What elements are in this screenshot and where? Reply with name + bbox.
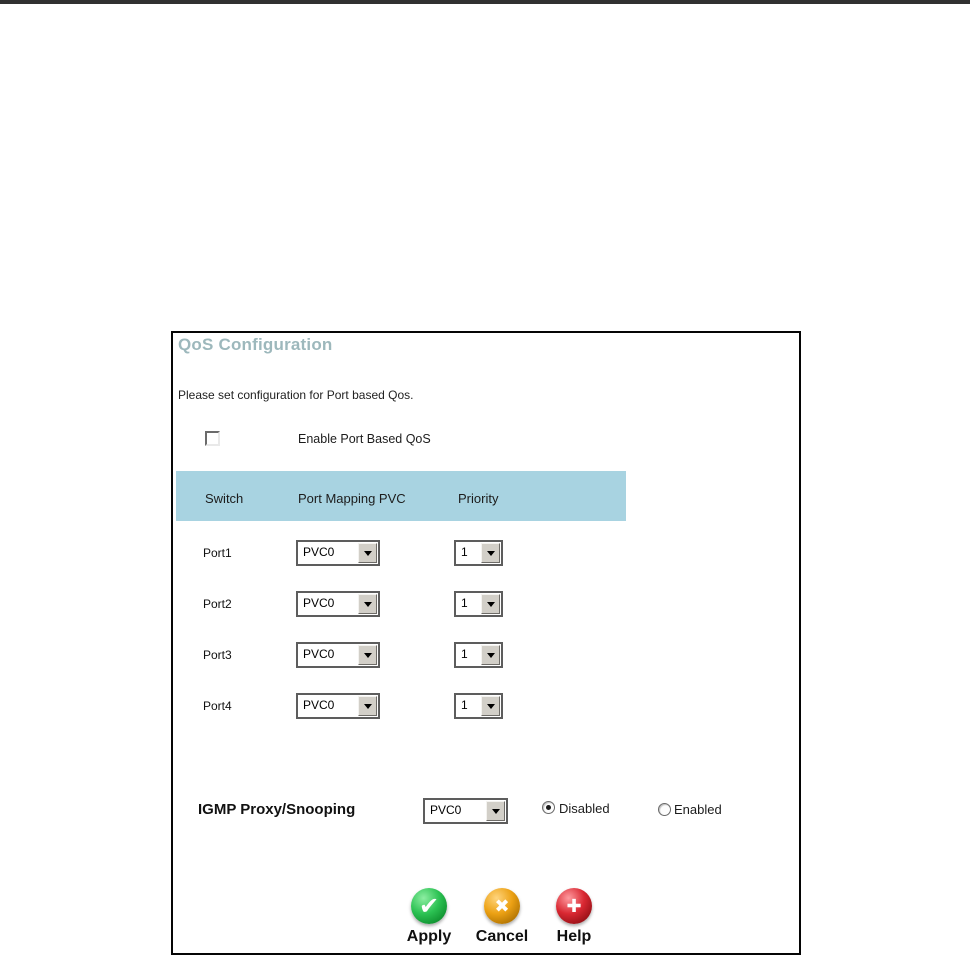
chevron-down-icon[interactable] xyxy=(358,645,377,665)
down-triangle-icon xyxy=(363,550,372,556)
table-row-port3: Port3 PVC0 1 xyxy=(173,642,799,668)
down-triangle-icon xyxy=(486,601,495,607)
port3-priority-value: 1 xyxy=(461,647,468,661)
port1-priority-select[interactable]: 1 xyxy=(454,540,503,566)
down-triangle-icon xyxy=(363,703,372,709)
igmp-disabled-radio[interactable] xyxy=(542,801,555,814)
x-circle-icon[interactable]: ✖ xyxy=(484,888,520,924)
column-header-priority: Priority xyxy=(458,491,499,506)
column-header-switch: Switch xyxy=(205,491,244,506)
apply-button-label: Apply xyxy=(406,928,452,945)
chevron-down-icon[interactable] xyxy=(358,696,377,716)
port3-priority-select[interactable]: 1 xyxy=(454,642,503,668)
port2-priority-select[interactable]: 1 xyxy=(454,591,503,617)
column-header-port-mapping-pvc: Port Mapping PVC xyxy=(298,491,406,506)
page-title: QoS Configuration xyxy=(178,335,333,354)
help-button-label: Help xyxy=(556,928,592,945)
description-text: Please set configuration for Port based … xyxy=(178,388,414,402)
table-header-row: Switch Port Mapping PVC Priority xyxy=(176,471,626,521)
port2-pvc-value: PVC0 xyxy=(303,596,335,610)
table-row-port2: Port2 PVC0 1 xyxy=(173,591,799,617)
chevron-down-icon[interactable] xyxy=(358,594,377,614)
port1-label: Port1 xyxy=(203,546,232,560)
port2-pvc-select[interactable]: PVC0 xyxy=(296,591,380,617)
cancel-button[interactable]: ✖ Cancel xyxy=(467,888,537,946)
chevron-down-icon[interactable] xyxy=(481,543,500,563)
enable-port-qos-label: Enable Port Based QoS xyxy=(298,432,431,446)
port3-label: Port3 xyxy=(203,648,232,662)
igmp-disabled-label[interactable]: Disabled xyxy=(559,801,610,816)
port4-label: Port4 xyxy=(203,699,232,713)
igmp-pvc-value: PVC0 xyxy=(430,803,462,817)
port1-priority-value: 1 xyxy=(461,545,468,559)
chevron-down-icon[interactable] xyxy=(481,645,500,665)
igmp-enabled-radio[interactable] xyxy=(658,803,671,816)
chevron-down-icon[interactable] xyxy=(481,696,500,716)
port3-pvc-value: PVC0 xyxy=(303,647,335,661)
igmp-pvc-select[interactable]: PVC0 xyxy=(423,798,508,824)
help-button[interactable]: ✚ Help xyxy=(539,888,609,946)
port3-pvc-select[interactable]: PVC0 xyxy=(296,642,380,668)
port4-priority-select[interactable]: 1 xyxy=(454,693,503,719)
down-triangle-icon xyxy=(486,550,495,556)
port4-priority-value: 1 xyxy=(461,698,468,712)
igmp-enabled-label[interactable]: Enabled xyxy=(674,802,722,817)
plus-circle-icon[interactable]: ✚ xyxy=(556,888,592,924)
table-row-port1: Port1 PVC0 1 xyxy=(173,540,799,566)
port2-priority-value: 1 xyxy=(461,596,468,610)
down-triangle-icon xyxy=(491,808,500,814)
down-triangle-icon xyxy=(486,652,495,658)
enable-port-qos-checkbox[interactable] xyxy=(205,431,220,446)
igmp-proxy-snooping-label: IGMP Proxy/Snooping xyxy=(198,801,356,818)
port4-pvc-select[interactable]: PVC0 xyxy=(296,693,380,719)
top-divider xyxy=(0,0,970,4)
down-triangle-icon xyxy=(363,652,372,658)
chevron-down-icon[interactable] xyxy=(481,594,500,614)
table-row-port4: Port4 PVC0 1 xyxy=(173,693,799,719)
check-circle-icon[interactable]: ✔ xyxy=(411,888,447,924)
cancel-button-label: Cancel xyxy=(475,928,529,945)
chevron-down-icon[interactable] xyxy=(486,801,505,821)
port4-pvc-value: PVC0 xyxy=(303,698,335,712)
chevron-down-icon[interactable] xyxy=(358,543,377,563)
port2-label: Port2 xyxy=(203,597,232,611)
port1-pvc-select[interactable]: PVC0 xyxy=(296,540,380,566)
port1-pvc-value: PVC0 xyxy=(303,545,335,559)
apply-button[interactable]: ✔ Apply xyxy=(394,888,464,946)
down-triangle-icon xyxy=(363,601,372,607)
qos-configuration-panel: QoS Configuration Please set configurati… xyxy=(171,331,801,955)
down-triangle-icon xyxy=(486,703,495,709)
